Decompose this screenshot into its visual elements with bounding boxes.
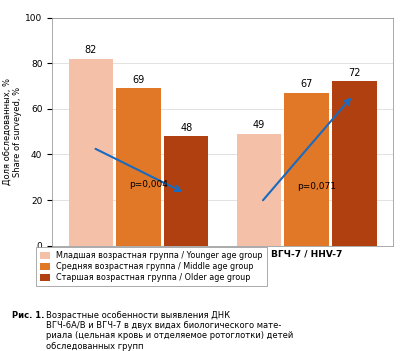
Text: p=0,071: p=0,071 xyxy=(298,182,336,191)
Legend: Младшая возрастная группа / Younger age group, Средняя возрастная группа / Middl: Младшая возрастная группа / Younger age … xyxy=(36,247,267,286)
Text: Рис. 1.: Рис. 1. xyxy=(12,311,47,320)
Bar xyxy=(237,134,281,246)
Text: 82: 82 xyxy=(85,45,97,55)
Text: 49: 49 xyxy=(253,120,265,131)
Text: 48: 48 xyxy=(180,123,192,133)
Bar xyxy=(332,81,377,246)
Text: Возрастные особенности выявления ДНК
ВГЧ-6А/В и ВГЧ-7 в двух видах биологическог: Возрастные особенности выявления ДНК ВГЧ… xyxy=(46,311,294,351)
Text: 72: 72 xyxy=(348,68,360,78)
Text: 67: 67 xyxy=(300,79,313,90)
Bar xyxy=(69,59,113,246)
Text: 69: 69 xyxy=(132,75,145,85)
Bar xyxy=(284,93,329,246)
Bar xyxy=(164,136,209,246)
Text: p=0,004: p=0,004 xyxy=(130,180,168,188)
Y-axis label: Доля обследованных, %
Share of surveyed, %: Доля обследованных, % Share of surveyed,… xyxy=(3,78,22,185)
Bar xyxy=(116,88,161,246)
